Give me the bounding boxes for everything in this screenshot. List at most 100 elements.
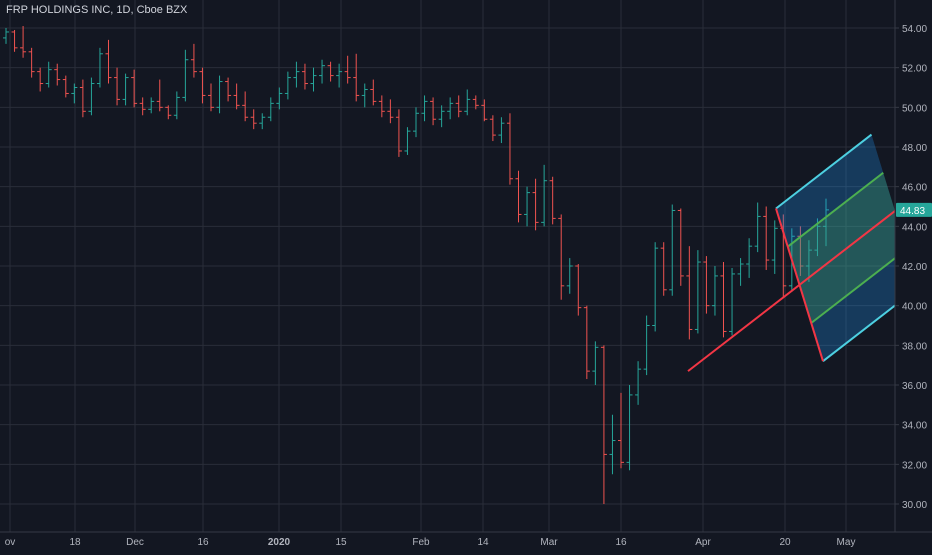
time-tick-label: Apr	[695, 537, 711, 548]
ohlc-bar	[156, 79, 163, 112]
ohlc-bar	[88, 77, 95, 116]
price-tick-label: 40.00	[902, 302, 927, 313]
last-price-badge	[896, 202, 932, 217]
ohlc-bar	[447, 97, 454, 120]
ohlc-bar	[344, 55, 351, 84]
time-axis-bg	[0, 532, 932, 550]
price-tick-label: 54.00	[902, 24, 927, 35]
pitchfork-drawing[interactable]	[687, 133, 920, 372]
ohlc-bar	[28, 47, 35, 78]
ohlc-bar	[336, 63, 343, 88]
ohlc-bar	[37, 67, 44, 92]
fork-inner-upper-line	[787, 171, 884, 248]
ohlc-bar	[524, 186, 531, 227]
ohlc-bar	[54, 63, 61, 86]
ohlc-bar	[131, 69, 138, 108]
price-tick-label: 50.00	[902, 103, 927, 114]
price-axis[interactable]: 54.00 52.00 50.00 48.00 46.00 44.00 42.00 40.00…	[894, 0, 932, 550]
ohlc-bar	[677, 208, 684, 286]
ohlc-bar	[660, 242, 667, 296]
ohlc-bar	[566, 258, 573, 294]
ohlc-bar	[421, 95, 428, 122]
ohlc-bar	[506, 113, 513, 185]
ohlc-bar	[489, 115, 496, 142]
ohlc-bar	[148, 97, 155, 114]
ohlc-bar	[720, 262, 727, 338]
legend-text: FRP HOLDINGS INC, 1D, Cboe BZX	[6, 4, 188, 16]
ohlc-bar	[301, 63, 308, 90]
ohlc-bar	[464, 89, 471, 116]
last-price-label: 44.83	[900, 206, 925, 217]
ohlc-bar	[711, 266, 718, 316]
ohlc-bar	[618, 392, 624, 469]
price-tick-label: 46.00	[902, 183, 927, 194]
ohlc-bar	[541, 164, 548, 227]
ohlc-bar	[250, 109, 257, 130]
ohlc-bar	[643, 315, 650, 376]
time-tick-label: May	[837, 537, 856, 548]
fork-inner-lower-line	[810, 248, 908, 324]
ohlc-bar	[583, 305, 590, 380]
ohlc-bar	[532, 178, 539, 231]
fork-upper-line	[775, 133, 873, 210]
price-tick-label: 32.00	[902, 460, 927, 471]
price-tick-label: 36.00	[902, 381, 927, 392]
ohlc-bar	[652, 242, 659, 332]
time-axis[interactable]: ov 18 Dec 16 2020 15 Feb 14 Mar 16 Apr 20 May	[0, 531, 932, 550]
ohlc-bar	[96, 47, 103, 88]
price-tick-label: 48.00	[902, 143, 927, 154]
time-tick-label: 2020	[268, 537, 291, 548]
ohlc-bar	[11, 29, 18, 52]
price-tick-label: 44.00	[902, 222, 927, 233]
time-tick-label: 14	[477, 537, 489, 548]
ohlc-bar	[122, 73, 129, 106]
price-tick-label: 34.00	[902, 421, 927, 432]
ohlc-bar	[669, 204, 676, 296]
time-tick-label: 16	[197, 537, 209, 548]
ohlc-bar	[805, 240, 812, 282]
time-tick-label: 15	[335, 537, 347, 548]
ohlc-bar	[387, 99, 394, 124]
ohlc-bar	[481, 99, 488, 122]
price-tick-label: 38.00	[902, 341, 927, 352]
ohlc-bar	[413, 107, 419, 138]
price-tick-label: 30.00	[902, 500, 927, 511]
ohlc-bar	[310, 67, 317, 92]
ohlc-bar	[635, 361, 642, 405]
ohlc-bar	[771, 220, 778, 274]
ohlc-bar	[763, 206, 770, 270]
ohlc-bar	[208, 83, 214, 112]
ohlc-bar	[62, 75, 69, 98]
ohlc-bar	[327, 61, 334, 82]
time-tick-label: 16	[615, 537, 627, 548]
ohlc-bar	[549, 176, 556, 225]
ohlc-bar	[3, 28, 9, 44]
ohlc-bar	[609, 414, 616, 475]
ohlc-bar	[694, 250, 701, 334]
ohlc-bar	[216, 75, 223, 114]
ohlc-bar	[182, 49, 189, 102]
price-tick-label: 42.00	[902, 262, 927, 273]
ohlc-bar	[703, 256, 710, 314]
ohlc-bar	[259, 113, 266, 130]
ohlc-bar	[71, 83, 78, 104]
ohlc-bar	[45, 61, 52, 88]
time-tick-label: Mar	[540, 537, 558, 548]
time-tick-label: Feb	[412, 537, 430, 548]
fork-median-line	[687, 210, 896, 372]
ohlc-bar	[190, 43, 197, 78]
ohlc-bar	[430, 97, 437, 126]
ohlc-bar	[242, 91, 249, 122]
ohlc-bar	[79, 79, 86, 118]
symbol-legend[interactable]: FRP HOLDINGS INC, 1D, Cboe BZX	[6, 4, 187, 16]
ohlc-bar	[105, 39, 112, 84]
ohlc-bar	[737, 258, 744, 286]
ohlc-bar	[319, 59, 326, 84]
ohlc-bar	[20, 26, 27, 58]
price-axis-bg	[895, 0, 932, 550]
ohlc-bar	[455, 95, 462, 118]
fork-handle-line	[775, 208, 824, 362]
ohlc-bar	[498, 117, 505, 144]
